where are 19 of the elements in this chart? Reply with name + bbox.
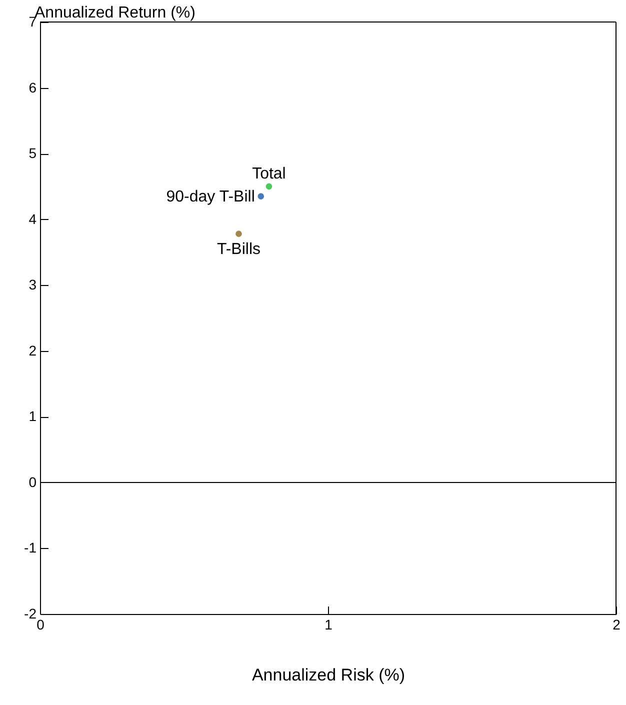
y-axis-title: Annualized Return (%) [34, 4, 196, 22]
x-axis-title: Annualized Risk (%) [252, 666, 406, 684]
y-tick-label: 4 [28, 210, 37, 227]
y-tick-label: 2 [28, 342, 37, 358]
series-label: Total [252, 165, 286, 182]
x-tick-label: 1 [324, 616, 333, 632]
y-tick-label: -2 [24, 606, 37, 622]
series-label: 90-day T-Bill [166, 188, 255, 206]
series-label: T-Bills [216, 240, 260, 258]
y-tick-label: 5 [28, 145, 37, 162]
point [266, 183, 272, 190]
point [258, 193, 264, 200]
x-tick-label: 2 [612, 616, 621, 632]
y-tick-label: -1 [24, 540, 37, 556]
y-tick-label: 1 [28, 408, 37, 424]
y-tick-label: 6 [28, 79, 37, 96]
y-tick-label: 0 [28, 474, 37, 490]
y-tick-label: 3 [28, 276, 37, 293]
point [236, 230, 242, 237]
